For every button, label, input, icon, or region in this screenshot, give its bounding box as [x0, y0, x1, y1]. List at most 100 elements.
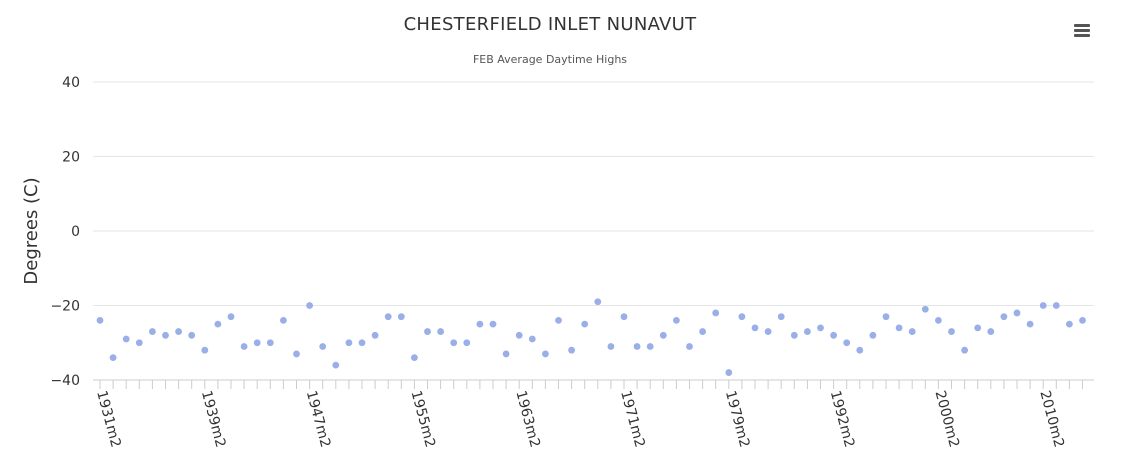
data-point[interactable]	[908, 328, 916, 335]
x-tick-label: 1992m2	[827, 389, 858, 449]
data-point[interactable]	[607, 343, 615, 350]
chart-subtitle: FEB Average Daytime Highs	[472, 53, 628, 66]
y-axis-ticks: 40 20 0 −20 −40	[50, 75, 80, 389]
data-point[interactable]	[542, 350, 549, 358]
data-point[interactable]	[790, 331, 798, 339]
x-tick-label: 1931m2	[93, 389, 124, 449]
data-point[interactable]	[633, 343, 641, 350]
data-point[interactable]	[384, 313, 392, 321]
data-point[interactable]	[463, 339, 471, 347]
data-point[interactable]	[266, 339, 274, 347]
data-point[interactable]	[253, 339, 261, 347]
data-point[interactable]	[1039, 302, 1047, 309]
x-tick-label: 1939m2	[198, 389, 229, 449]
data-point[interactable]	[502, 350, 510, 358]
y-tick-label: −20	[50, 299, 80, 315]
data-point[interactable]	[686, 343, 693, 350]
data-point[interactable]	[987, 328, 995, 335]
data-point[interactable]	[555, 317, 562, 324]
y-tick-label: −40	[50, 373, 80, 389]
data-point[interactable]	[1079, 317, 1086, 324]
data-point[interactable]	[450, 339, 458, 347]
data-point[interactable]	[135, 339, 143, 347]
data-point[interactable]	[293, 350, 300, 358]
data-point[interactable]	[673, 317, 680, 324]
x-axis: 1931m2 1939m2 1947m2 1955m2 1963m2 1971m2 1979…	[93, 379, 1094, 449]
data-point[interactable]	[961, 346, 968, 354]
data-point[interactable]	[214, 320, 222, 328]
data-point[interactable]	[751, 324, 759, 332]
data-point[interactable]	[201, 346, 209, 354]
data-point[interactable]	[1066, 320, 1073, 328]
data-point[interactable]	[869, 331, 877, 339]
data-point[interactable]	[1026, 320, 1034, 328]
data-point[interactable]	[921, 305, 929, 313]
x-tick-label: 1963m2	[512, 389, 543, 449]
data-point[interactable]	[240, 343, 248, 350]
data-point[interactable]	[594, 298, 602, 306]
data-point[interactable]	[895, 324, 903, 332]
data-point[interactable]	[319, 343, 327, 350]
data-point[interactable]	[109, 354, 117, 362]
data-point[interactable]	[830, 331, 837, 339]
data-point[interactable]	[175, 328, 183, 335]
data-point[interactable]	[96, 317, 104, 324]
data-point[interactable]	[725, 369, 733, 376]
data-point[interactable]	[817, 324, 824, 332]
data-point[interactable]	[777, 313, 785, 321]
data-point[interactable]	[528, 335, 536, 343]
data-point[interactable]	[437, 328, 444, 335]
data-point[interactable]	[345, 339, 353, 347]
data-point[interactable]	[659, 331, 667, 339]
data-point[interactable]	[948, 328, 955, 335]
data-point[interactable]	[476, 320, 484, 328]
data-point[interactable]	[1013, 309, 1021, 317]
data-point[interactable]	[935, 317, 942, 324]
data-point[interactable]	[804, 328, 811, 335]
data-point[interactable]	[1052, 302, 1060, 309]
data-point[interactable]	[371, 331, 379, 339]
hamburger-menu-icon[interactable]	[1068, 18, 1096, 44]
data-point[interactable]	[397, 313, 405, 321]
grid-lines	[93, 81, 1094, 306]
y-tick-label: 0	[71, 224, 80, 240]
data-point[interactable]	[1000, 313, 1008, 321]
y-tick-label: 40	[62, 75, 80, 91]
data-point[interactable]	[162, 331, 169, 339]
data-point[interactable]	[489, 320, 497, 328]
data-points	[96, 298, 1086, 376]
x-tick-label: 1947m2	[303, 389, 334, 449]
data-point[interactable]	[843, 339, 851, 347]
data-point[interactable]	[515, 331, 523, 339]
data-point[interactable]	[882, 313, 890, 321]
data-point[interactable]	[856, 346, 864, 354]
data-point[interactable]	[188, 331, 196, 339]
data-point[interactable]	[712, 309, 720, 317]
x-tick-label: 2010m2	[1036, 389, 1067, 449]
data-point[interactable]	[306, 302, 313, 309]
data-point[interactable]	[280, 317, 287, 324]
x-tick-label: 1955m2	[408, 389, 439, 449]
data-point[interactable]	[581, 320, 589, 328]
data-point[interactable]	[568, 346, 575, 354]
data-point[interactable]	[699, 328, 706, 335]
data-point[interactable]	[620, 313, 628, 321]
data-point[interactable]	[764, 328, 772, 335]
x-tick-label: 1971m2	[617, 389, 648, 449]
data-point[interactable]	[122, 335, 130, 343]
data-point[interactable]	[149, 328, 156, 335]
data-point[interactable]	[332, 361, 340, 369]
data-point[interactable]	[411, 354, 418, 362]
data-point[interactable]	[358, 339, 366, 347]
y-axis-title: Degrees (C)	[21, 177, 42, 284]
data-point[interactable]	[424, 328, 431, 335]
x-tick-label: 1979m2	[722, 389, 753, 449]
data-point[interactable]	[974, 324, 982, 332]
data-point[interactable]	[227, 313, 235, 321]
data-point[interactable]	[738, 313, 746, 321]
chart-title: CHESTERFIELD INLET NUNAVUT	[403, 14, 697, 35]
x-tick-label: 2000m2	[932, 389, 963, 449]
data-point[interactable]	[646, 343, 654, 350]
